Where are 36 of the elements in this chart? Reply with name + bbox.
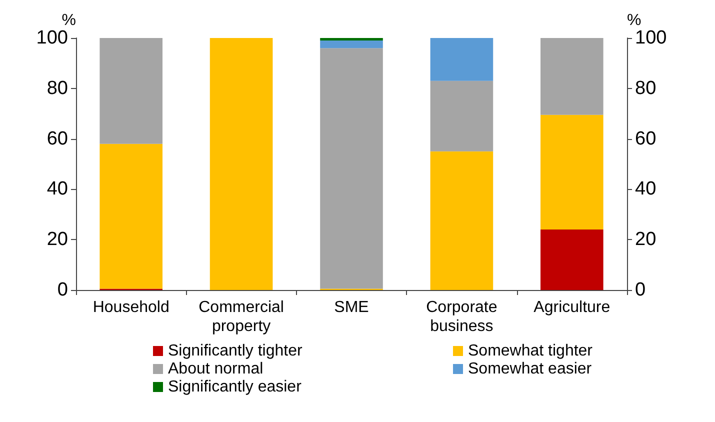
bar bbox=[210, 38, 273, 290]
y2-axis-title: % bbox=[627, 12, 642, 30]
bar bbox=[540, 38, 604, 115]
bar bbox=[430, 38, 494, 81]
y2-tick-label: 60 bbox=[635, 128, 656, 150]
y-tick-label: 100 bbox=[36, 28, 68, 48]
y-tick-label: 40 bbox=[46, 178, 68, 200]
bar bbox=[320, 38, 383, 41]
legend-label: About normal bbox=[168, 360, 264, 378]
bar bbox=[430, 151, 494, 290]
x-tick-label: Corporate business bbox=[426, 299, 498, 335]
x-tick-label: Household bbox=[92, 299, 170, 316]
y2-tick-label: 80 bbox=[635, 78, 656, 99]
bar bbox=[100, 144, 163, 289]
legend-label: Somewhat tighter bbox=[468, 342, 594, 360]
y-tick-label: 0 bbox=[57, 280, 68, 300]
legend-label: Somewhat easier bbox=[468, 360, 592, 378]
y-tick-label: 60 bbox=[46, 128, 68, 150]
bar bbox=[100, 38, 163, 144]
y2-tick-label: 20 bbox=[635, 229, 656, 250]
y-tick-label: 80 bbox=[46, 78, 68, 99]
y-tick-label: 20 bbox=[46, 229, 68, 250]
legend-label: Significantly easier bbox=[168, 378, 302, 396]
y2-tick-label: 0 bbox=[635, 280, 646, 300]
x-tick-label: SME bbox=[334, 299, 369, 316]
y2-tick-label: 100 bbox=[635, 28, 667, 48]
y2-tick-label: 40 bbox=[635, 178, 656, 200]
bar bbox=[320, 40, 383, 48]
legend-label: Significantly tighter bbox=[168, 342, 303, 360]
bar bbox=[320, 48, 383, 289]
x-tick-label: Commercial property bbox=[198, 299, 284, 335]
x-tick-label: Agriculture bbox=[534, 299, 610, 316]
bar bbox=[540, 114, 604, 230]
bar bbox=[540, 230, 604, 290]
y-axis-title: % bbox=[62, 12, 76, 30]
bar bbox=[430, 80, 494, 152]
